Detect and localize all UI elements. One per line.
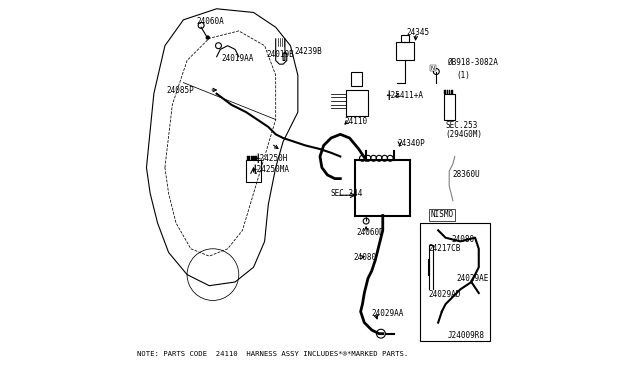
Text: NISMO: NISMO <box>431 211 454 219</box>
Text: 24019B: 24019B <box>266 51 294 60</box>
Text: 24029AD: 24029AD <box>429 291 461 299</box>
Text: 24110: 24110 <box>344 117 367 126</box>
Bar <box>351 71 362 86</box>
Text: 24085P: 24085P <box>167 86 195 94</box>
Text: 24340P: 24340P <box>397 139 426 148</box>
Text: 24217CB: 24217CB <box>429 244 461 253</box>
Text: ØB918-3082A: ØB918-3082A <box>447 58 499 67</box>
Circle shape <box>205 35 210 40</box>
Text: ╉25411+A: ╉25411+A <box>387 91 424 100</box>
Bar <box>355 160 410 215</box>
Text: ╉24250MA: ╉24250MA <box>252 165 289 174</box>
Text: 24060A: 24060A <box>196 17 224 26</box>
Bar <box>444 94 455 119</box>
Text: 24029AE: 24029AE <box>456 274 489 283</box>
Text: 28360U: 28360U <box>453 170 481 179</box>
Bar <box>444 90 446 94</box>
Text: 24019AA: 24019AA <box>221 54 254 63</box>
Text: (1): (1) <box>456 71 470 80</box>
Bar <box>396 42 414 61</box>
Text: N: N <box>431 66 435 71</box>
Bar <box>251 156 253 160</box>
Text: 24345: 24345 <box>407 28 430 37</box>
Text: SEC.253: SEC.253 <box>445 121 478 129</box>
Bar <box>346 90 368 116</box>
Text: NOTE: PARTS CODE  24110  HARNESS ASSY INCLUDES*®*MARKED PARTS.: NOTE: PARTS CODE 24110 HARNESS ASSY INCL… <box>137 351 408 357</box>
Text: 24080: 24080 <box>353 253 376 263</box>
Bar <box>449 90 451 94</box>
Bar <box>247 156 250 160</box>
Text: ╉24250H: ╉24250H <box>255 154 288 163</box>
Text: 24060D: 24060D <box>357 228 385 237</box>
Text: 24029AA: 24029AA <box>372 309 404 318</box>
Text: 24080: 24080 <box>451 235 474 244</box>
Bar <box>254 156 257 160</box>
Bar <box>447 90 448 94</box>
Text: J24009R8: J24009R8 <box>447 331 484 340</box>
Bar <box>401 35 408 42</box>
Bar <box>451 90 452 94</box>
Text: SEC.244: SEC.244 <box>330 189 363 198</box>
Text: (294G0M): (294G0M) <box>445 130 483 139</box>
Text: 24239B: 24239B <box>294 47 322 56</box>
Bar <box>246 160 261 182</box>
